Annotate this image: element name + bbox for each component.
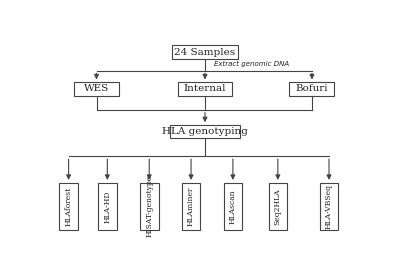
FancyBboxPatch shape: [170, 125, 240, 138]
FancyBboxPatch shape: [268, 183, 287, 230]
FancyBboxPatch shape: [224, 183, 242, 230]
Text: Seq2HLA: Seq2HLA: [274, 188, 282, 224]
FancyBboxPatch shape: [59, 183, 78, 230]
FancyBboxPatch shape: [320, 183, 338, 230]
Text: HLAminer: HLAminer: [187, 187, 195, 226]
Text: HLA-HD: HLA-HD: [103, 190, 111, 223]
Text: WES: WES: [84, 85, 109, 94]
Text: HLAforest: HLAforest: [64, 187, 73, 226]
FancyBboxPatch shape: [172, 45, 238, 59]
FancyBboxPatch shape: [178, 82, 232, 96]
Text: Extract genomic DNA: Extract genomic DNA: [214, 61, 290, 67]
Text: HLA genotyping: HLA genotyping: [162, 127, 248, 136]
Text: HLA-VBSeq: HLA-VBSeq: [325, 184, 333, 229]
Text: 24 Samples: 24 Samples: [174, 48, 236, 57]
Text: HLAscan: HLAscan: [229, 189, 237, 224]
FancyBboxPatch shape: [74, 82, 119, 96]
FancyBboxPatch shape: [98, 183, 117, 230]
FancyBboxPatch shape: [182, 183, 200, 230]
FancyBboxPatch shape: [140, 183, 158, 230]
Text: Internal: Internal: [184, 85, 226, 94]
FancyBboxPatch shape: [290, 82, 334, 96]
Text: Bofuri: Bofuri: [296, 85, 328, 94]
Text: HISAT-genotype: HISAT-genotype: [145, 175, 153, 237]
